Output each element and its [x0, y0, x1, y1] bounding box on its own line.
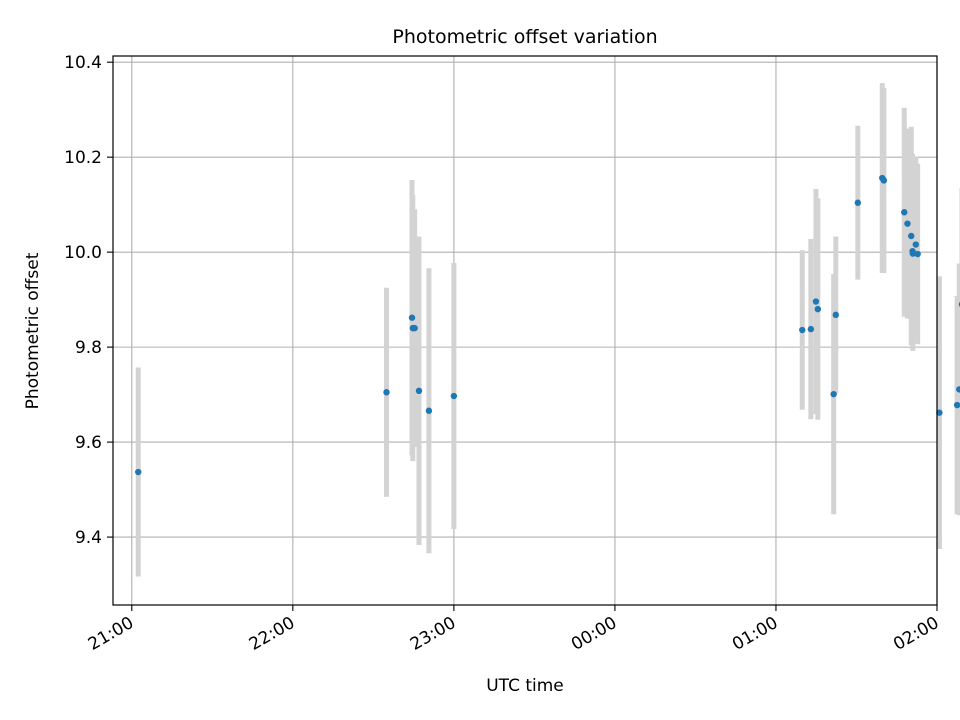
x-tick-label: 21:00: [85, 613, 137, 655]
chart-title: Photometric offset variation: [392, 26, 657, 48]
y-tick-label: 9.6: [75, 433, 102, 453]
data-point: [799, 326, 806, 334]
data-point: [880, 177, 888, 184]
data-point: [936, 409, 943, 416]
data-point: [812, 298, 820, 305]
data-point: [411, 324, 418, 332]
data-point: [135, 468, 142, 476]
x-tick-label: 23:00: [407, 613, 459, 655]
data-point: [832, 311, 840, 319]
data-point: [450, 392, 458, 400]
data-point: [814, 305, 822, 313]
data-point: [425, 407, 433, 414]
data-point: [408, 314, 416, 321]
data-point: [830, 390, 837, 398]
data-point: [956, 386, 960, 393]
x-tick-label: 02:00: [890, 613, 942, 655]
y-tick-label: 10.4: [64, 53, 102, 73]
point-layer: [135, 174, 960, 476]
y-tick-label: 10.2: [64, 148, 102, 168]
x-tick-label: 01:00: [729, 613, 781, 655]
data-point: [914, 250, 921, 258]
y-axis-title: Photometric offset: [23, 252, 43, 409]
data-point: [909, 250, 917, 257]
y-tick-label: 10.0: [64, 243, 102, 263]
data-point: [912, 241, 919, 248]
data-point: [904, 220, 911, 227]
data-point: [854, 199, 862, 206]
y-tick-label: 9.8: [75, 338, 102, 358]
data-point: [901, 209, 908, 216]
x-axis-title: UTC time: [486, 676, 564, 696]
data-point: [415, 387, 423, 395]
data-point: [807, 325, 815, 333]
x-tick-label: 22:00: [246, 613, 298, 655]
x-tick-label: 00:00: [568, 613, 620, 655]
data-point: [908, 232, 915, 240]
y-tick-label: 9.4: [75, 528, 102, 548]
data-point: [383, 389, 390, 396]
plot-frame: [112, 55, 938, 606]
data-point: [953, 401, 960, 409]
